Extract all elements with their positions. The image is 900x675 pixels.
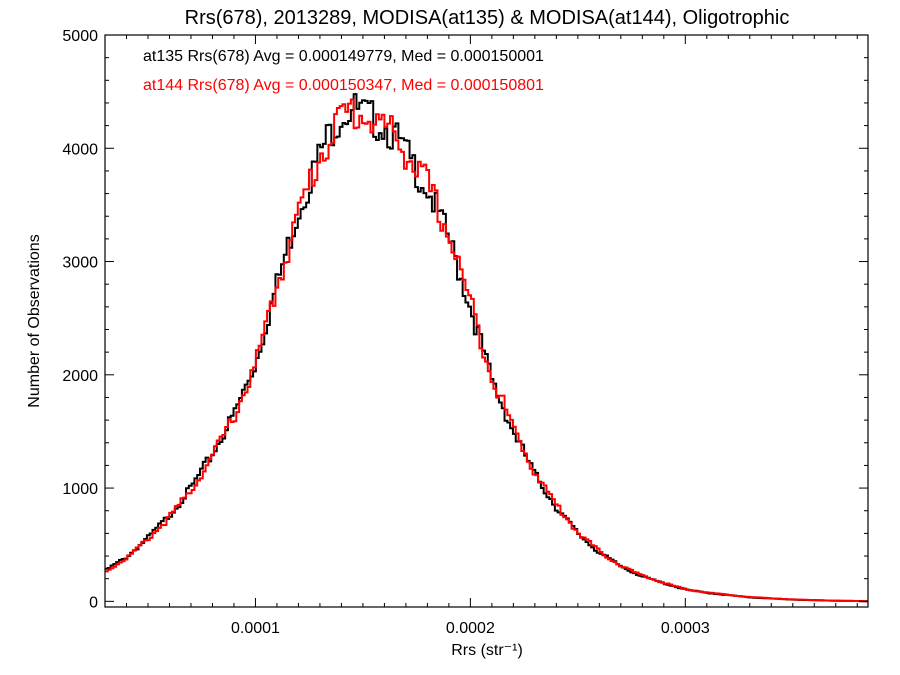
series-line-at144 xyxy=(105,98,868,603)
y-tick-label: 3000 xyxy=(62,255,98,272)
y-tick-label: 1000 xyxy=(62,481,98,498)
x-tick-label: 0.0003 xyxy=(661,620,710,637)
y-tick-label: 5000 xyxy=(62,28,98,45)
y-tick-label: 2000 xyxy=(62,368,98,385)
y-axis-label: Number of Observations xyxy=(26,234,43,407)
legend-stats-at144: at144 Rrs(678) Avg = 0.000150347, Med = … xyxy=(143,77,544,94)
plot-frame xyxy=(104,34,869,608)
x-tick-label: 0.0001 xyxy=(231,620,280,637)
legend-stats-at135: at135 Rrs(678) Avg = 0.000149779, Med = … xyxy=(143,48,544,65)
y-tick-label: 4000 xyxy=(62,141,98,158)
chart-title: Rrs(678), 2013289, MODISA(at135) & MODIS… xyxy=(185,7,790,29)
x-axis-label: Rrs (str⁻¹) xyxy=(451,642,523,659)
x-tick-label: 0.0002 xyxy=(446,620,495,637)
y-tick-label: 0 xyxy=(89,594,98,611)
